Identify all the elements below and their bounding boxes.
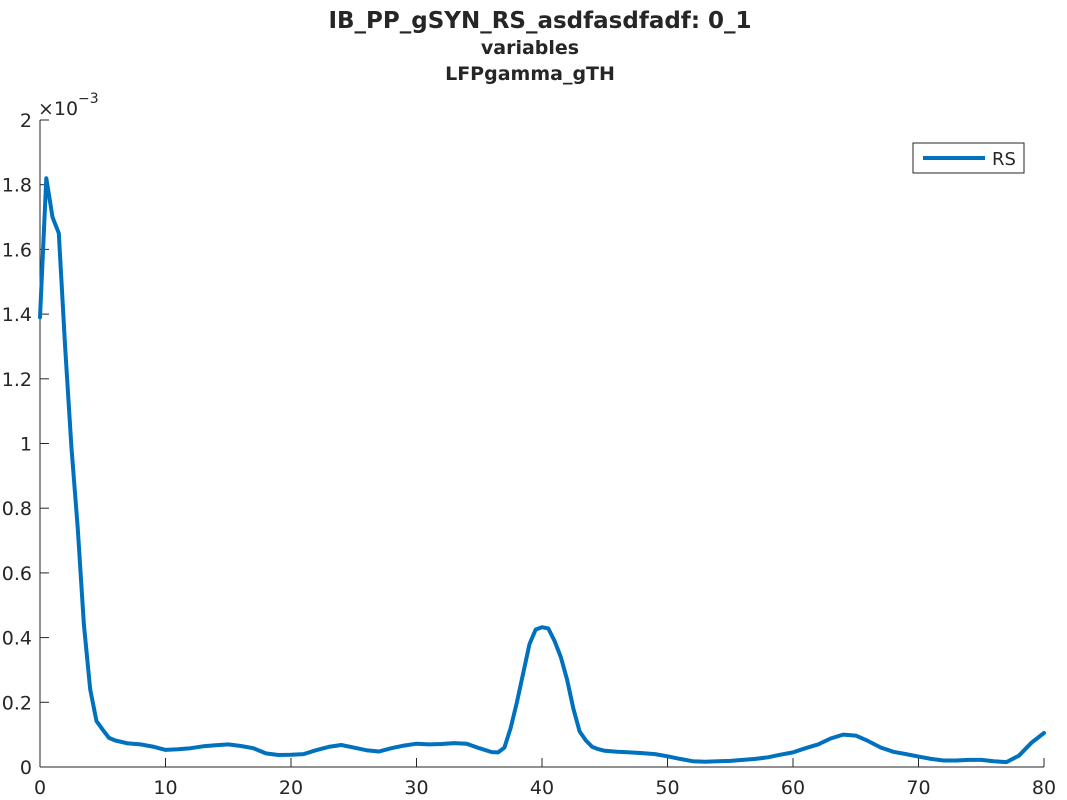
y-exponent-base: ×10 [38, 98, 78, 120]
y-tick-label: 1.6 [2, 239, 32, 261]
series-line-rs [38, 176, 1046, 765]
y-tick-label: 2 [20, 110, 32, 132]
legend: RS [912, 142, 1025, 174]
x-tick-label: 20 [279, 777, 303, 799]
x-tick-label: 10 [153, 777, 177, 799]
y-tick-label: 0 [20, 757, 32, 779]
x-tick-label: 70 [906, 777, 930, 799]
y-exponent-power: −3 [78, 91, 99, 107]
x-tick-label: 40 [530, 777, 554, 799]
y-exponent-label: ×10 −3 [38, 91, 99, 120]
y-tick-label: 1 [20, 434, 32, 456]
legend-label-rs: RS [992, 149, 1016, 170]
y-tick-label: 1.8 [2, 175, 32, 197]
x-axis-ticks: 0 10 20 30 40 50 60 70 80 [34, 758, 1056, 799]
y-tick-label: 1.2 [2, 369, 32, 391]
y-tick-label: 0.4 [2, 628, 32, 650]
plot-series-group [38, 176, 1046, 765]
x-tick-label: 80 [1032, 777, 1056, 799]
x-tick-label: 0 [34, 777, 46, 799]
chart-title: IB_PP_gSYN_RS_asdfasdfadf: 0_1 [328, 8, 751, 34]
y-axis-ticks: 0 0.2 0.4 0.6 0.8 1 1.2 1.4 1.6 1.8 2 [2, 110, 49, 779]
chart-subtitle-variables: variables [481, 37, 579, 59]
chart-subtitle-signal: LFPgamma_gTH [445, 63, 615, 85]
x-tick-label: 60 [781, 777, 805, 799]
y-tick-label: 0.8 [2, 498, 32, 520]
y-tick-label: 0.2 [2, 692, 32, 714]
y-tick-label: 1.4 [2, 304, 32, 326]
x-tick-label: 50 [655, 777, 679, 799]
y-tick-label: 0.6 [2, 563, 32, 585]
x-tick-label: 30 [404, 777, 428, 799]
